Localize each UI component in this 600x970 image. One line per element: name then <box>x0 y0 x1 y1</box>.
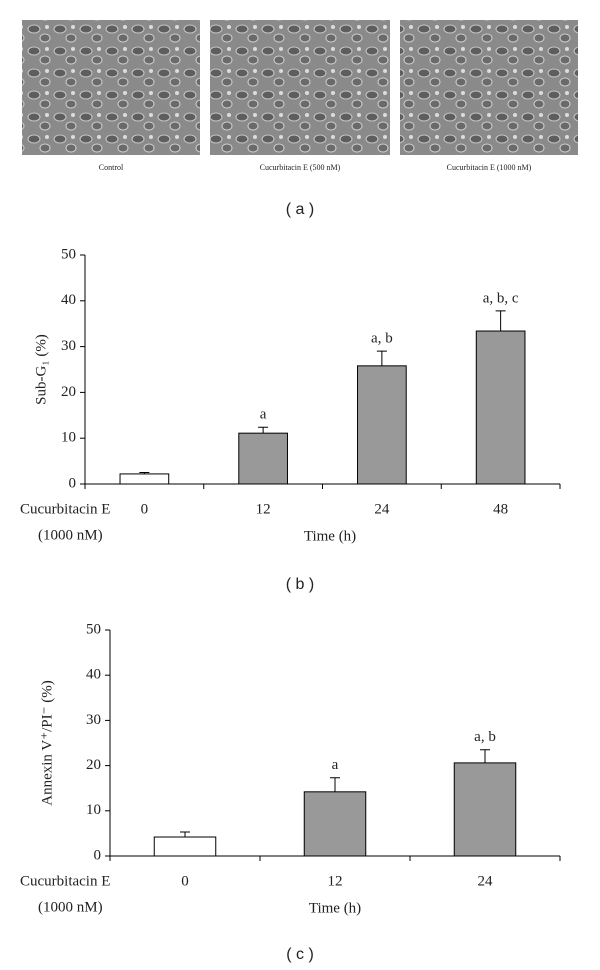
bar <box>153 836 217 857</box>
bar <box>119 473 170 485</box>
significance-label: a, b <box>371 331 393 347</box>
panel-label: ( c ) <box>286 946 314 963</box>
y-tick-label: 20 <box>61 384 76 400</box>
error-bar <box>258 426 269 434</box>
bar <box>357 365 407 485</box>
x-tick-label: 24 <box>478 873 494 889</box>
significance-label: a, b <box>474 729 496 745</box>
error-bar <box>180 831 190 838</box>
treatment-dose: (1000 nM) <box>38 899 103 915</box>
error-bar <box>495 310 506 332</box>
error-bar <box>330 777 340 792</box>
x-tick-label: 0 <box>181 873 189 889</box>
x-tick-label: 12 <box>256 501 271 517</box>
x-axis-label: Time (h) <box>309 900 361 916</box>
x-tick-label: 48 <box>493 501 508 517</box>
x-axis-label: Time (h) <box>304 528 356 544</box>
x-tick-label: 0 <box>141 501 149 517</box>
treatment-label: Cucurbitacin E <box>20 873 110 889</box>
y-tick-label: 40 <box>61 292 76 308</box>
y-tick-label: 10 <box>61 430 76 446</box>
y-axis-label: Annexin V⁺/PI⁻ (%) <box>39 680 55 806</box>
image-caption: Cucurbitacin E (1000 nM) <box>447 163 532 172</box>
significance-label: a <box>332 757 339 773</box>
micrograph <box>22 20 200 155</box>
x-tick-label: 24 <box>374 501 390 517</box>
significance-label: a <box>260 407 267 423</box>
treatment-dose: (1000 nM) <box>38 527 103 543</box>
y-tick-label: 20 <box>86 757 101 773</box>
y-tick-label: 30 <box>61 338 76 354</box>
panel-label: ( a ) <box>286 201 314 218</box>
image-caption: Control <box>99 163 124 172</box>
x-tick-label: 12 <box>328 873 343 889</box>
bar <box>453 762 517 857</box>
micrograph <box>400 20 578 155</box>
y-tick-label: 50 <box>86 621 101 637</box>
treatment-label: Cucurbitacin E <box>20 501 110 517</box>
bar <box>475 330 526 485</box>
panel-label: ( b ) <box>286 576 314 593</box>
y-tick-label: 10 <box>86 802 101 818</box>
y-tick-label: 0 <box>94 847 102 863</box>
bar <box>303 791 367 857</box>
error-bar <box>480 749 490 763</box>
y-tick-label: 40 <box>86 667 101 683</box>
significance-label: a, b, c <box>483 290 519 306</box>
y-tick-label: 0 <box>69 475 77 491</box>
y-tick-label: 50 <box>61 246 76 262</box>
bar <box>238 432 288 485</box>
micrograph <box>210 20 390 155</box>
image-caption: Cucurbitacin E (500 nM) <box>260 163 341 172</box>
error-bar <box>139 472 150 474</box>
error-bar <box>376 350 387 366</box>
y-tick-label: 30 <box>86 712 101 728</box>
y-axis-label: Sub-G₁ (%) <box>33 334 49 405</box>
